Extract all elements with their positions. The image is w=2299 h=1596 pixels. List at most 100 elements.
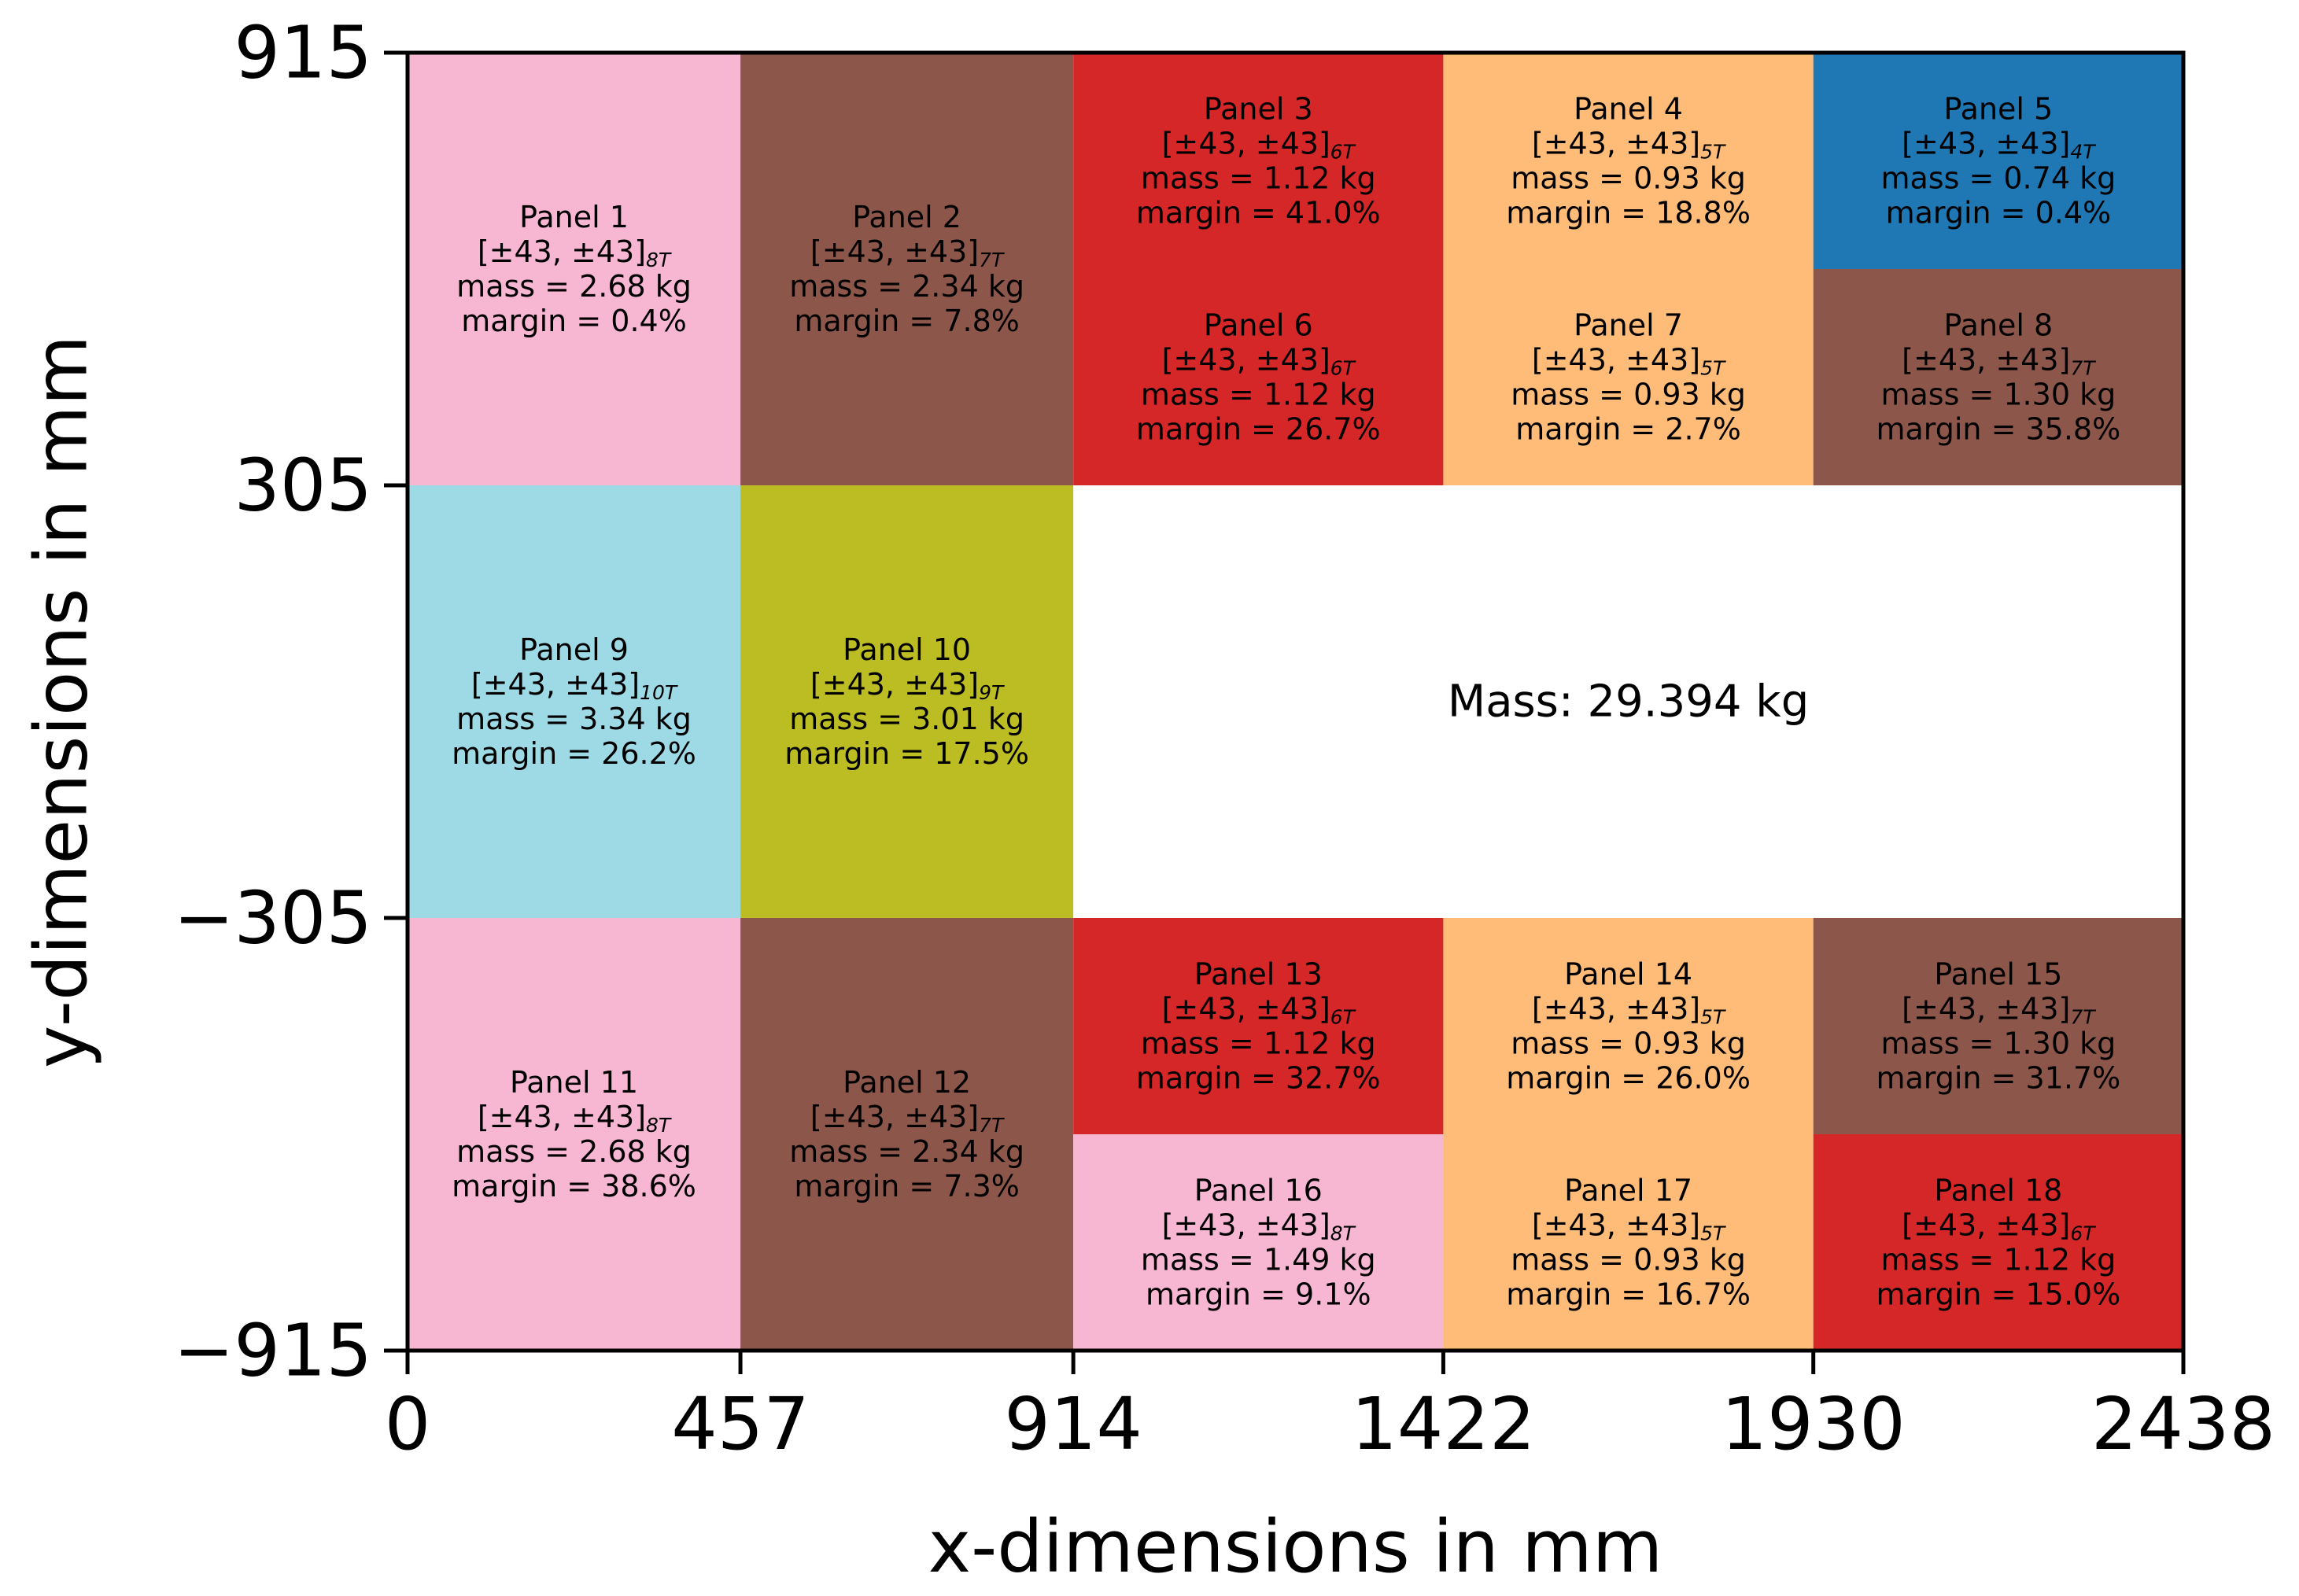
panel-rect	[1443, 269, 1814, 485]
panel-mass: mass = 0.93 kg	[1511, 1243, 1746, 1277]
panel-layup: [±43, ±43]8T	[478, 234, 672, 271]
panel-name: Panel 4	[1574, 92, 1683, 127]
panel-layup: [±43, ±43]5T	[1532, 343, 1726, 380]
panel-mass: mass = 2.68 kg	[456, 269, 692, 304]
panel-margin: margin = 0.4%	[1886, 196, 2112, 230]
panel-rect	[740, 485, 1074, 918]
panel-margin: margin = 26.7%	[1136, 412, 1381, 447]
panel-mass: mass = 1.12 kg	[1141, 378, 1376, 412]
panel-rect	[408, 485, 741, 918]
panel-name: Panel 15	[1934, 957, 2062, 992]
panel-layup: [±43, ±43]6T	[1162, 343, 1356, 380]
panel-name: Panel 3	[1204, 92, 1313, 127]
panel-layup: [±43, ±43]8T	[1162, 1208, 1356, 1245]
x-tick-label: 914	[1004, 1382, 1142, 1466]
total-mass-annotation: Mass: 29.394 kg	[1448, 676, 1809, 728]
panel-name: Panel 8	[1943, 308, 2053, 343]
y-tick-label: −915	[173, 1309, 372, 1393]
panel-margin: margin = 38.6%	[452, 1169, 696, 1203]
panel-rect	[1813, 1134, 2183, 1351]
panel-margin: margin = 2.7%	[1515, 412, 1741, 447]
panel-rect	[408, 918, 741, 1351]
panel-name: Panel 2	[852, 200, 961, 234]
panel-name: Panel 6	[1204, 308, 1313, 343]
panel-name: Panel 13	[1194, 957, 1323, 992]
panel-mass: mass = 1.30 kg	[1880, 1027, 2116, 1061]
panel-name: Panel 7	[1574, 308, 1683, 343]
panel-rect	[740, 918, 1074, 1351]
panel-margin: margin = 26.2%	[452, 736, 696, 771]
panel-name: Panel 12	[843, 1065, 971, 1100]
panel-layup: [±43, ±43]10T	[471, 667, 678, 704]
panel-margin: margin = 31.7%	[1876, 1061, 2120, 1096]
panel-mass: mass = 1.12 kg	[1141, 161, 1376, 196]
panel-rect	[1443, 1134, 1814, 1351]
panel-rect	[408, 53, 741, 485]
panel-margin: margin = 0.4%	[461, 304, 687, 338]
panel-mass: mass = 0.93 kg	[1511, 378, 1746, 412]
panel-margin: margin = 18.8%	[1506, 196, 1751, 230]
panel-margin: margin = 15.0%	[1876, 1277, 2120, 1312]
panel-name: Panel 1	[519, 200, 629, 234]
panel-rect	[1443, 53, 1814, 269]
ticks-layer: 0 457 914 1422 1930 2438 915 305 −305 −915	[173, 11, 2275, 1467]
panel-rect	[1073, 918, 1444, 1134]
panel-mass: mass = 2.34 kg	[789, 1134, 1024, 1169]
panel-name: Panel 18	[1934, 1174, 2062, 1208]
panel-name: Panel 10	[843, 632, 971, 667]
panel-margin: margin = 16.7%	[1506, 1277, 1751, 1312]
panel-layup: [±43, ±43]9T	[810, 667, 1005, 704]
y-tick-label: 915	[234, 11, 372, 95]
x-axis-title: x-dimensions in mm	[928, 1505, 1663, 1589]
x-tick-label: 457	[671, 1382, 810, 1466]
panel-layup: [±43, ±43]5T	[1532, 127, 1726, 164]
panel-layup: [±43, ±43]6T	[1162, 992, 1356, 1029]
panel-mass: mass = 3.34 kg	[456, 702, 692, 736]
panel-layup: [±43, ±43]7T	[810, 234, 1005, 271]
panel-name: Panel 14	[1564, 957, 1692, 992]
panel-mass: mass = 2.68 kg	[456, 1134, 692, 1169]
panel-name: Panel 16	[1194, 1174, 1323, 1208]
y-tick-label: −305	[173, 876, 372, 960]
panel-rect	[1813, 269, 2183, 485]
panel-mass: mass = 1.12 kg	[1141, 1027, 1376, 1061]
panel-rect	[1073, 269, 1444, 485]
y-axis-title: y-dimensions in mm	[20, 335, 104, 1068]
panel-mass: mass = 0.93 kg	[1511, 161, 1746, 196]
panel-margin: margin = 17.5%	[784, 736, 1029, 771]
panel-layup: [±43, ±43]7T	[1902, 992, 2096, 1029]
panel-margin: margin = 35.8%	[1876, 412, 2120, 447]
panel-name: Panel 17	[1564, 1174, 1692, 1208]
y-tick-label: 305	[234, 444, 372, 528]
panel-layup: [±43, ±43]7T	[810, 1100, 1005, 1137]
panel-rect	[1073, 1134, 1444, 1351]
plot-frame	[405, 50, 2186, 1353]
x-tick-label: 1930	[1721, 1382, 1906, 1466]
panel-layup: [±43, ±43]6T	[1902, 1208, 2096, 1245]
panel-layup: [±43, ±43]6T	[1162, 127, 1356, 164]
panel-margin: margin = 41.0%	[1136, 196, 1381, 230]
x-tick-label: 1422	[1351, 1382, 1535, 1466]
panel-name: Panel 11	[510, 1065, 638, 1100]
panel-mass: mass = 1.12 kg	[1880, 1243, 2116, 1277]
panel-name: Panel 9	[519, 632, 629, 667]
panel-layup: [±43, ±43]8T	[478, 1100, 672, 1137]
panel-margin: margin = 7.8%	[794, 304, 1020, 338]
